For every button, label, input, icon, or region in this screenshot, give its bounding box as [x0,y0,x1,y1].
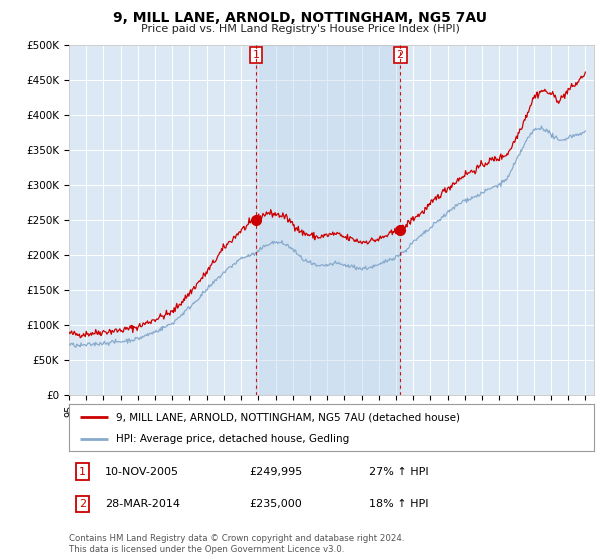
Text: 18% ↑ HPI: 18% ↑ HPI [369,499,428,509]
Bar [256,45,400,395]
Text: 1: 1 [253,50,259,60]
Text: HPI: Average price, detached house, Gedling: HPI: Average price, detached house, Gedl… [116,434,349,444]
Text: 9, MILL LANE, ARNOLD, NOTTINGHAM, NG5 7AU: 9, MILL LANE, ARNOLD, NOTTINGHAM, NG5 7A… [113,11,487,25]
Text: £235,000: £235,000 [249,499,302,509]
Text: 1: 1 [79,466,86,477]
Text: 2: 2 [397,50,404,60]
Text: Contains HM Land Registry data © Crown copyright and database right 2024.
This d: Contains HM Land Registry data © Crown c… [69,534,404,554]
Text: 27% ↑ HPI: 27% ↑ HPI [369,466,428,477]
Text: £249,995: £249,995 [249,466,302,477]
Text: 28-MAR-2014: 28-MAR-2014 [105,499,180,509]
Text: 9, MILL LANE, ARNOLD, NOTTINGHAM, NG5 7AU (detached house): 9, MILL LANE, ARNOLD, NOTTINGHAM, NG5 7A… [116,412,460,422]
Text: 2: 2 [79,499,86,509]
Text: Price paid vs. HM Land Registry's House Price Index (HPI): Price paid vs. HM Land Registry's House … [140,24,460,34]
Text: 10-NOV-2005: 10-NOV-2005 [105,466,179,477]
